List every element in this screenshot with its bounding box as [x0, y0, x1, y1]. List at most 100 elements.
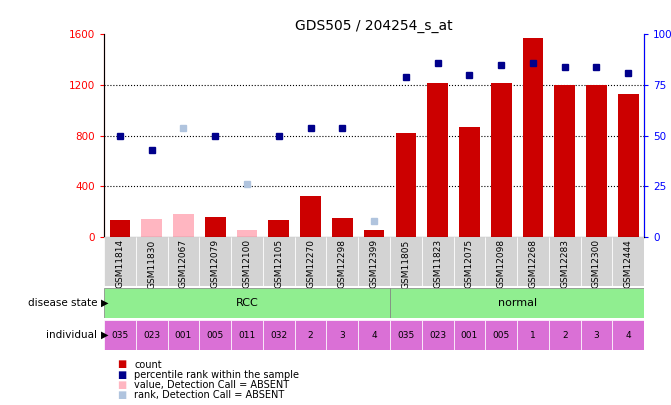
Text: GSM12270: GSM12270 [306, 239, 315, 288]
Text: ■: ■ [117, 380, 127, 390]
Text: ■: ■ [117, 390, 127, 400]
Text: ▶: ▶ [101, 330, 108, 340]
Text: ▶: ▶ [101, 298, 108, 308]
Bar [104, 320, 136, 350]
Text: GSM12075: GSM12075 [465, 239, 474, 288]
Bar [427, 83, 448, 237]
Bar [295, 237, 326, 286]
Bar [390, 237, 422, 286]
Bar [168, 237, 199, 286]
Bar [332, 218, 353, 237]
Bar [263, 237, 295, 286]
Bar [268, 220, 289, 237]
Text: GSM12283: GSM12283 [560, 239, 569, 288]
Text: 3: 3 [594, 330, 599, 340]
Bar [231, 320, 263, 350]
Text: 2: 2 [562, 330, 568, 340]
Bar [300, 196, 321, 237]
Text: GSM12298: GSM12298 [338, 239, 347, 288]
Bar [364, 230, 384, 237]
Bar [613, 320, 644, 350]
Bar [586, 85, 607, 237]
Bar [104, 237, 136, 286]
Bar [485, 320, 517, 350]
Bar [142, 219, 162, 237]
Bar [554, 85, 575, 237]
Text: GSM12268: GSM12268 [529, 239, 537, 288]
Bar [523, 38, 544, 237]
Text: GSM12300: GSM12300 [592, 239, 601, 288]
Bar [263, 320, 295, 350]
Bar [173, 213, 194, 237]
Bar [326, 237, 358, 286]
Text: GSM11823: GSM11823 [433, 239, 442, 288]
Text: GSM11805: GSM11805 [401, 239, 411, 289]
Text: ■: ■ [117, 370, 127, 379]
Text: 3: 3 [340, 330, 345, 340]
Text: 035: 035 [111, 330, 129, 340]
Title: GDS505 / 204254_s_at: GDS505 / 204254_s_at [295, 19, 453, 33]
Bar [109, 220, 130, 237]
Text: GSM12100: GSM12100 [242, 239, 252, 288]
Bar [231, 237, 263, 286]
Text: 035: 035 [397, 330, 415, 340]
Text: value, Detection Call = ABSENT: value, Detection Call = ABSENT [134, 380, 289, 390]
Bar [390, 320, 422, 350]
Text: 023: 023 [429, 330, 446, 340]
Bar [136, 320, 168, 350]
Bar [491, 83, 511, 237]
Text: 4: 4 [625, 330, 631, 340]
Text: GSM12079: GSM12079 [211, 239, 219, 288]
Text: GSM12399: GSM12399 [370, 239, 378, 288]
Bar [358, 237, 390, 286]
Bar [237, 230, 257, 237]
Text: 2: 2 [308, 330, 313, 340]
Text: RCC: RCC [236, 298, 258, 308]
Bar [422, 237, 454, 286]
Bar [358, 320, 390, 350]
Bar [517, 237, 549, 286]
Text: GSM12105: GSM12105 [274, 239, 283, 288]
Bar [618, 94, 639, 237]
Bar [205, 217, 225, 237]
Bar [549, 237, 580, 286]
Text: 005: 005 [493, 330, 510, 340]
Text: 001: 001 [175, 330, 192, 340]
Bar [199, 237, 231, 286]
Bar [613, 237, 644, 286]
Bar [549, 320, 580, 350]
Bar [485, 237, 517, 286]
Bar [454, 320, 485, 350]
Text: GSM12098: GSM12098 [497, 239, 506, 288]
Text: 032: 032 [270, 330, 287, 340]
Bar [454, 237, 485, 286]
Bar [459, 127, 480, 237]
Bar [580, 237, 613, 286]
Bar [199, 320, 231, 350]
Bar [136, 237, 168, 286]
Text: disease state: disease state [28, 298, 97, 308]
Text: 005: 005 [207, 330, 224, 340]
Text: GSM11814: GSM11814 [115, 239, 124, 288]
Text: percentile rank within the sample: percentile rank within the sample [134, 370, 299, 379]
Bar [104, 288, 390, 318]
Bar [422, 320, 454, 350]
Text: GSM11830: GSM11830 [147, 239, 156, 289]
Bar [295, 320, 326, 350]
Bar [390, 288, 644, 318]
Text: individual: individual [46, 330, 97, 340]
Text: 001: 001 [461, 330, 478, 340]
Text: rank, Detection Call = ABSENT: rank, Detection Call = ABSENT [134, 390, 285, 400]
Text: GSM12444: GSM12444 [624, 239, 633, 288]
Text: 011: 011 [238, 330, 256, 340]
Bar [168, 320, 199, 350]
Text: count: count [134, 360, 162, 369]
Text: normal: normal [497, 298, 537, 308]
Bar [517, 320, 549, 350]
Bar [326, 320, 358, 350]
Bar [395, 133, 416, 237]
Text: 023: 023 [143, 330, 160, 340]
Text: 1: 1 [530, 330, 536, 340]
Bar [580, 320, 613, 350]
Text: GSM12067: GSM12067 [179, 239, 188, 288]
